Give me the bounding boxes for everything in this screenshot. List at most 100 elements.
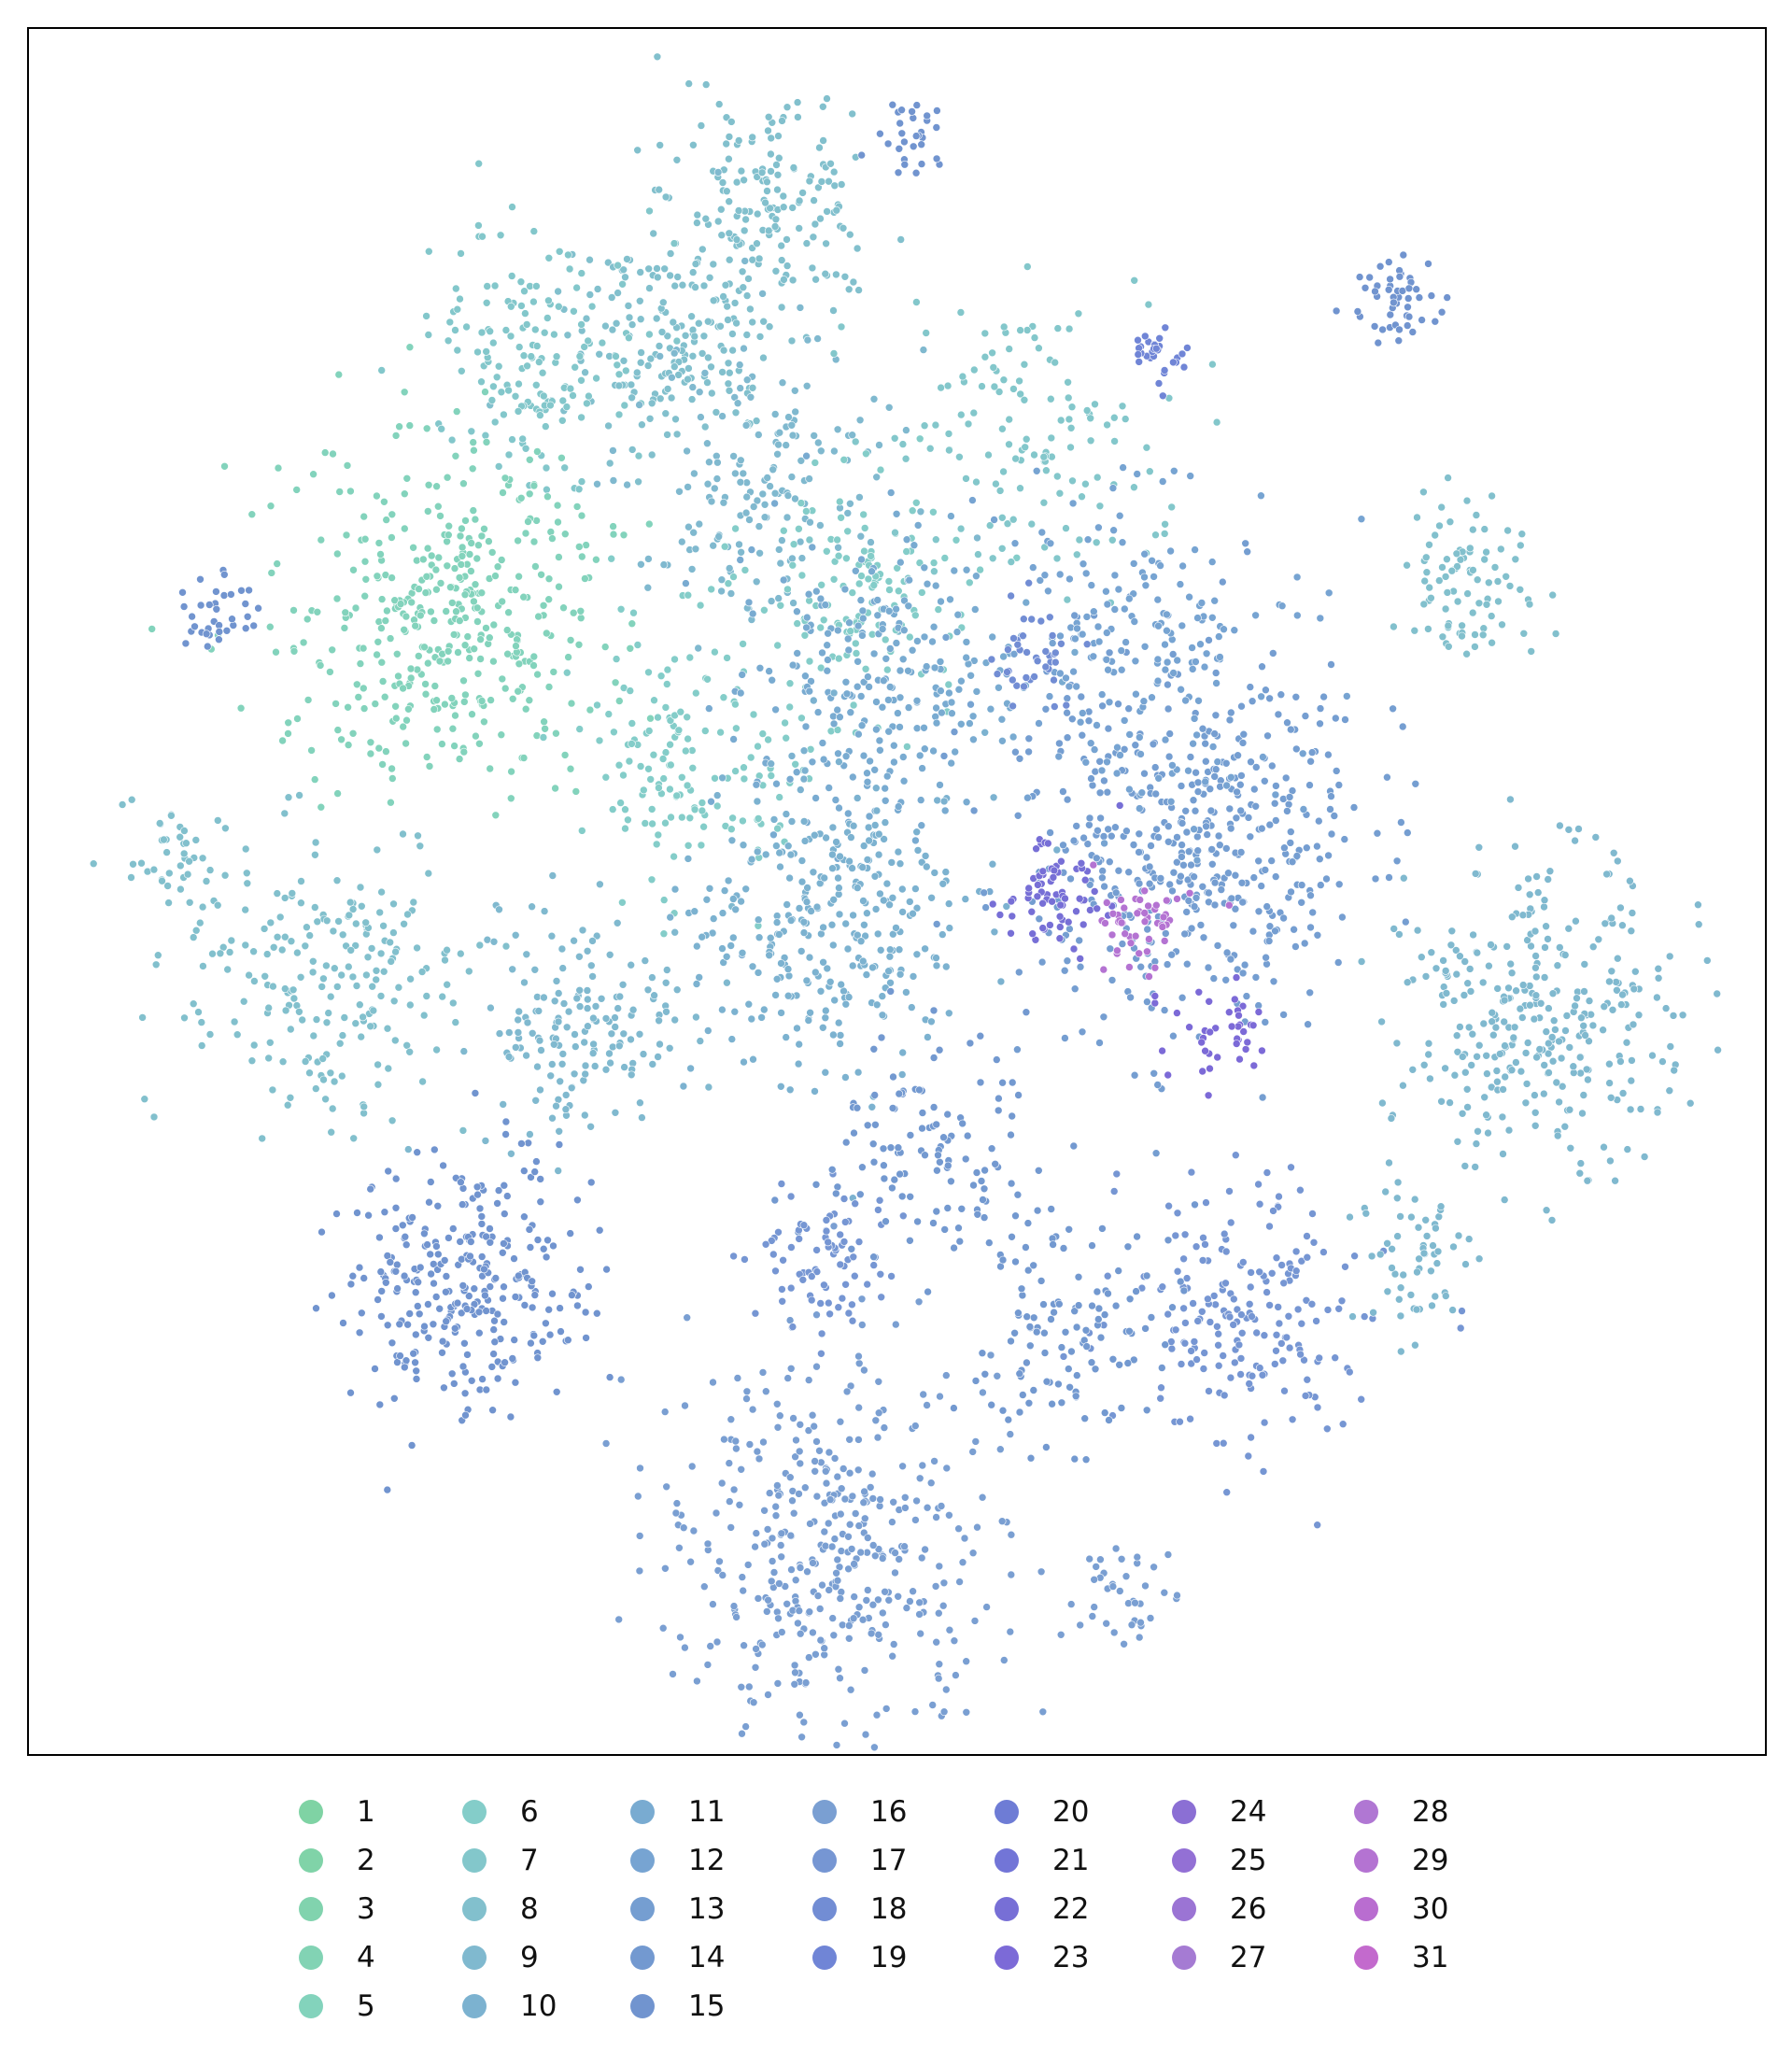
data-point (621, 824, 629, 833)
data-point (1044, 839, 1052, 848)
data-point (859, 677, 868, 686)
data-point (836, 1509, 845, 1519)
data-point (832, 205, 841, 215)
data-point (864, 574, 873, 584)
data-point (1232, 814, 1241, 823)
data-point (591, 1002, 600, 1011)
data-point (1337, 1296, 1347, 1306)
data-point (817, 580, 826, 589)
data-point (1390, 925, 1398, 933)
data-point (280, 894, 289, 902)
data-point (822, 1226, 831, 1236)
data-point (998, 1255, 1008, 1265)
data-point (1194, 988, 1204, 997)
data-point (716, 321, 725, 331)
data-point (636, 762, 645, 771)
data-point (473, 1182, 482, 1192)
data-point (771, 1502, 781, 1511)
data-point (1491, 1023, 1501, 1032)
data-point (1176, 580, 1185, 588)
data-point (241, 844, 250, 854)
data-point (1038, 924, 1047, 932)
data-point (1373, 828, 1382, 838)
data-point (1469, 930, 1477, 940)
data-point (423, 507, 432, 516)
data-point (767, 134, 776, 143)
data-point (1238, 1001, 1248, 1011)
data-point (588, 1049, 598, 1057)
data-point (930, 663, 939, 672)
data-point (318, 1054, 328, 1063)
data-point (614, 697, 624, 705)
data-point (787, 336, 797, 346)
data-point (272, 647, 280, 657)
data-point (643, 985, 653, 995)
data-point (1283, 718, 1291, 728)
data-point (1511, 842, 1519, 851)
data-point (786, 916, 796, 925)
data-point (1055, 570, 1065, 579)
data-point (197, 1041, 206, 1050)
data-point (844, 285, 854, 294)
data-point (771, 1266, 780, 1276)
data-point (357, 1309, 366, 1318)
data-point (932, 954, 940, 962)
data-point (1317, 881, 1325, 889)
data-point (1052, 845, 1062, 855)
data-point (1576, 1068, 1585, 1078)
data-point (1147, 1313, 1156, 1322)
data-point (225, 948, 234, 956)
data-point (364, 1210, 373, 1220)
data-point (886, 978, 895, 987)
data-point (1136, 804, 1144, 813)
data-point (1402, 917, 1410, 927)
data-point (1179, 1254, 1188, 1264)
data-point (943, 1161, 952, 1170)
data-point (1015, 1369, 1024, 1378)
data-point (1214, 831, 1223, 841)
data-point (858, 863, 868, 871)
data-point (1258, 1046, 1266, 1055)
data-point (1204, 1295, 1212, 1304)
data-point (849, 911, 857, 920)
data-point (932, 718, 941, 728)
data-point (1105, 1416, 1113, 1424)
data-point (944, 1009, 953, 1018)
data-point (258, 1134, 266, 1143)
data-point (912, 298, 921, 306)
data-point (838, 1294, 847, 1303)
data-point (1022, 1243, 1030, 1252)
data-point (1309, 1238, 1319, 1247)
data-point (1220, 1229, 1229, 1238)
data-point (362, 970, 371, 980)
data-point (941, 962, 951, 971)
data-point (608, 325, 617, 334)
data-point (791, 494, 799, 503)
data-point (740, 176, 748, 185)
data-point (783, 991, 793, 1000)
data-point (882, 665, 892, 674)
data-point (732, 1444, 741, 1453)
data-point (1665, 1086, 1674, 1095)
data-point (671, 415, 680, 424)
data-point (1210, 900, 1220, 910)
data-point (414, 1278, 423, 1286)
data-point (589, 1013, 598, 1023)
data-point (548, 1289, 557, 1298)
data-point (783, 1374, 793, 1382)
data-point (713, 458, 722, 467)
data-point (933, 796, 942, 805)
data-point (570, 306, 578, 316)
data-point (672, 336, 682, 346)
data-point (683, 446, 691, 456)
data-point (1500, 996, 1509, 1005)
data-point (1136, 733, 1144, 742)
data-point (1083, 535, 1093, 545)
data-point (555, 582, 563, 591)
data-point (549, 1241, 557, 1251)
data-point (482, 1307, 490, 1315)
data-point (317, 1227, 326, 1237)
data-point (676, 1633, 684, 1642)
data-point (986, 1351, 995, 1360)
data-point (1208, 859, 1217, 869)
